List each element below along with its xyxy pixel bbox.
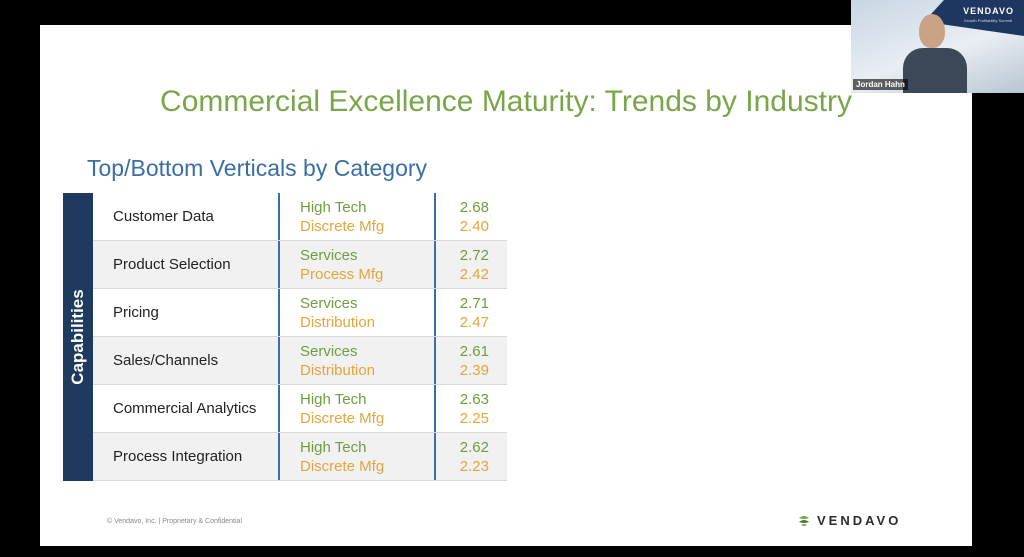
top-value: 2.68	[459, 198, 489, 216]
bottom-industry: Discrete Mfg	[300, 217, 385, 235]
industry-cell: High Tech Discrete Mfg	[280, 433, 436, 480]
logo-text: VENDAVO	[817, 513, 902, 528]
bottom-industry: Distribution	[300, 361, 376, 379]
value-cell: 2.62 2.23	[436, 433, 507, 480]
top-industry: High Tech	[300, 438, 367, 456]
bottom-value: 2.42	[459, 265, 489, 283]
top-value: 2.63	[459, 390, 489, 408]
top-industry: High Tech	[300, 198, 367, 216]
table-row: Process Integration High Tech Discrete M…	[93, 433, 507, 481]
industry-cell: Services Process Mfg	[280, 241, 436, 288]
table-rows: Customer Data High Tech Discrete Mfg 2.6…	[93, 193, 507, 481]
table-row: Product Selection Services Process Mfg 2…	[93, 241, 507, 289]
bottom-industry: Process Mfg	[300, 265, 384, 283]
video-logo-subtitle: Growth Profitability Summit	[963, 18, 1012, 23]
capability-name: Commercial Analytics	[93, 385, 280, 432]
participant-head	[919, 14, 945, 48]
capabilities-label: Capabilities	[68, 289, 87, 385]
top-value: 2.72	[459, 246, 489, 264]
value-cell: 2.63 2.25	[436, 385, 507, 432]
value-cell: 2.72 2.42	[436, 241, 507, 288]
capability-name: Product Selection	[93, 241, 280, 288]
participant-video-tile[interactable]: VENDAVO Growth Profitability Summit Jord…	[851, 0, 1024, 93]
value-cell: 2.61 2.39	[436, 337, 507, 384]
value-cell: 2.71 2.47	[436, 289, 507, 336]
bottom-value: 2.39	[459, 361, 489, 379]
industry-cell: Services Distribution	[280, 337, 436, 384]
capability-name: Process Integration	[93, 433, 280, 480]
industry-cell: High Tech Discrete Mfg	[280, 385, 436, 432]
table-row: Commercial Analytics High Tech Discrete …	[93, 385, 507, 433]
bottom-value: 2.23	[459, 457, 489, 475]
table-row: Pricing Services Distribution 2.71 2.47	[93, 289, 507, 337]
top-value: 2.61	[459, 342, 489, 360]
participant-body	[903, 48, 967, 93]
industry-cell: Services Distribution	[280, 289, 436, 336]
maturity-table: Capabilities Customer Data High Tech Dis…	[63, 193, 507, 481]
top-industry: Services	[300, 246, 358, 264]
video-logo: VENDAVO	[963, 6, 1014, 16]
capabilities-sidebar: Capabilities	[63, 193, 93, 481]
bottom-industry: Discrete Mfg	[300, 457, 385, 475]
bottom-value: 2.40	[459, 217, 489, 235]
top-industry: Services	[300, 294, 358, 312]
footer-note: © Vendavo, Inc. | Proprietary & Confiden…	[107, 518, 242, 525]
table-row: Customer Data High Tech Discrete Mfg 2.6…	[93, 193, 507, 241]
value-cell: 2.68 2.40	[436, 193, 507, 240]
industry-cell: High Tech Discrete Mfg	[280, 193, 436, 240]
top-industry: Services	[300, 342, 358, 360]
slide-title: Commercial Excellence Maturity: Trends b…	[160, 85, 852, 118]
bottom-industry: Distribution	[300, 313, 376, 331]
table-row: Sales/Channels Services Distribution 2.6…	[93, 337, 507, 385]
top-value: 2.71	[459, 294, 489, 312]
vendavo-logo: VENDAVO	[797, 513, 901, 528]
bottom-industry: Discrete Mfg	[300, 409, 385, 427]
bottom-value: 2.47	[459, 313, 489, 331]
capability-name: Pricing	[93, 289, 280, 336]
top-value: 2.62	[459, 438, 489, 456]
vendavo-mark-icon	[799, 515, 809, 526]
bottom-value: 2.25	[459, 409, 489, 427]
capability-name: Sales/Channels	[93, 337, 280, 384]
presentation-slide: Commercial Excellence Maturity: Trends b…	[40, 25, 972, 546]
participant-name-tag: Jordan Hahn	[853, 79, 908, 90]
capability-name: Customer Data	[93, 193, 280, 240]
slide-subtitle: Top/Bottom Verticals by Category	[87, 155, 428, 181]
top-industry: High Tech	[300, 390, 367, 408]
